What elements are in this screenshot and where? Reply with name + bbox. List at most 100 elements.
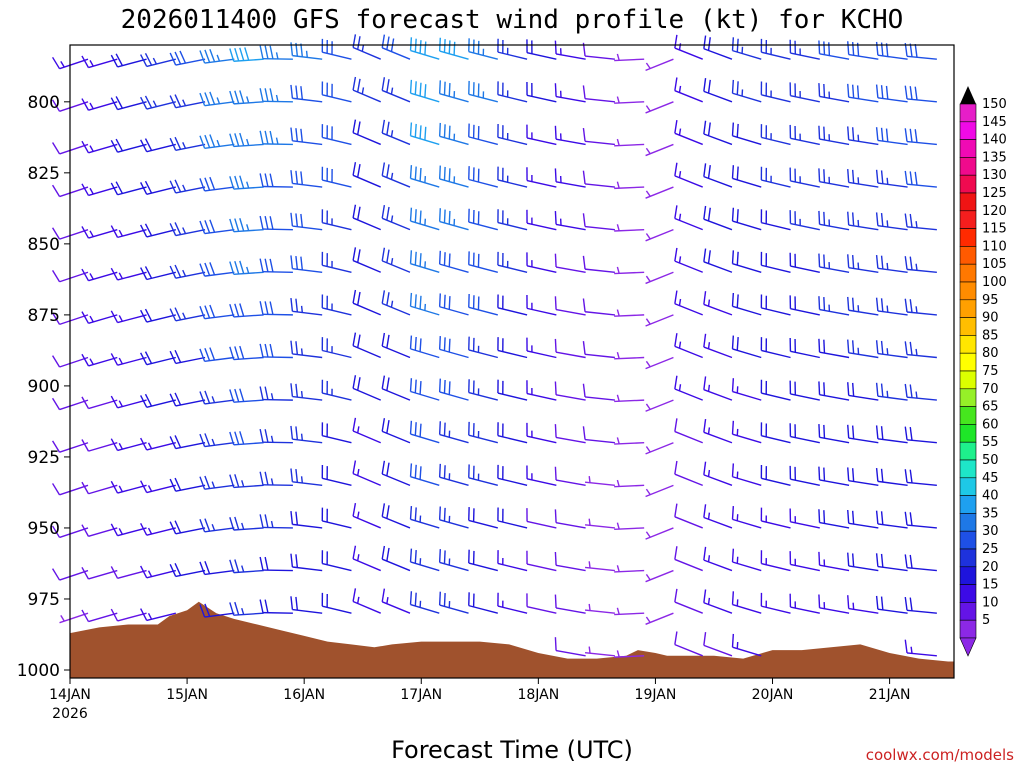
wind-barb: [438, 250, 469, 273]
colorbar-swatch: [959, 477, 977, 496]
wind-barb: [110, 566, 147, 579]
colorbar-label: 5: [982, 613, 990, 628]
wind-barb: [703, 589, 733, 614]
wind-barb: [703, 291, 733, 316]
x-axis-label: Forecast Time (UTC): [391, 736, 633, 764]
wind-barb: [875, 425, 908, 444]
wind-barb: [582, 85, 615, 103]
wind-barb: [789, 423, 820, 444]
wind-barb: [259, 556, 293, 572]
wind-barb: [290, 255, 323, 273]
wind-barb: [81, 439, 118, 452]
colorbar-swatch: [959, 441, 977, 461]
wind-barb: [760, 550, 791, 572]
colorbar-label: 10: [982, 595, 999, 610]
wind-barb: [259, 88, 293, 103]
wind-barb: [110, 96, 147, 111]
wind-barb: [229, 218, 264, 233]
wind-barb: [847, 552, 879, 572]
colorbar-swatch: [959, 548, 977, 568]
wind-barb: [674, 418, 703, 444]
wind-barb: [731, 506, 762, 529]
wind-barb: [584, 646, 615, 657]
wind-barb: [51, 227, 89, 240]
wind-barb: [110, 480, 147, 494]
wind-barb: [409, 591, 440, 614]
wind-barb: [290, 383, 323, 401]
wind-barb: [468, 80, 498, 103]
wind-barb: [674, 333, 703, 359]
wind-barb: [229, 345, 264, 361]
wind-barb: [259, 301, 293, 316]
wind-barb: [259, 258, 293, 273]
x-axis: 14JAN 2026 15JAN 16JAN 17JAN 18JAN 19JAN 20JAN 2…: [49, 678, 910, 722]
wind-barb: [110, 53, 147, 68]
wind-barb: [582, 127, 615, 146]
wind-barb: [321, 337, 352, 359]
wind-barb: [409, 165, 440, 188]
colorbar-swatch: [959, 210, 977, 229]
wind-barb: [321, 38, 352, 60]
wind-barb: [731, 79, 762, 103]
colorbar-label: 150: [982, 97, 1007, 112]
wind-barb: [614, 522, 645, 530]
colorbar-label: 125: [982, 186, 1007, 201]
wind-barb: [199, 219, 235, 235]
terrain-area: [70, 601, 954, 678]
wind-barb: [818, 210, 850, 231]
wind-barb: [847, 169, 879, 188]
wind-barb: [438, 378, 469, 401]
wind-barb: [438, 37, 469, 60]
wind-barb: [229, 474, 264, 489]
wind-barb: [760, 337, 791, 359]
wind-barb: [904, 554, 937, 572]
wind-barb: [259, 45, 293, 60]
wind-barb: [140, 522, 176, 536]
wind-barb: [110, 138, 147, 153]
wind-barb: [381, 290, 411, 316]
wind-barb: [290, 84, 323, 103]
wind-barb: [875, 84, 908, 103]
wind-barb: [847, 467, 879, 487]
wind-barb: [582, 383, 615, 401]
wind-barb: [526, 209, 557, 231]
wind-barb: [468, 251, 498, 273]
wind-barb: [140, 608, 176, 622]
wind-barb: [645, 527, 674, 540]
wind-barb: [321, 81, 352, 103]
colorbar-swatch: [959, 281, 977, 301]
wind-barb: [526, 337, 557, 359]
wind-barb: [352, 76, 381, 103]
wind-barb: [199, 262, 235, 277]
wind-barb: [259, 428, 293, 444]
y-tick-label: 950: [28, 519, 60, 539]
wind-barb: [904, 639, 937, 657]
wind-barb: [81, 98, 118, 111]
wind-barb: [614, 650, 645, 658]
wind-barb: [674, 546, 703, 572]
wind-barb: [169, 222, 206, 237]
colorbar-swatch: [959, 424, 977, 443]
wind-barb: [497, 81, 528, 103]
colorbar-swatch: [959, 317, 977, 336]
wind-barb: [497, 294, 528, 316]
wind-barb: [526, 252, 557, 273]
wind-barb: [229, 431, 264, 446]
wind-barb: [352, 247, 381, 273]
colorbar-label: 80: [982, 346, 999, 361]
wind-barb: [497, 166, 528, 188]
wind-barb: [818, 551, 850, 572]
wind-barb: [321, 507, 352, 529]
wind-barb: [875, 553, 908, 572]
wind-barb: [818, 594, 850, 614]
wind-barb: [904, 469, 937, 487]
wind-barb: [875, 212, 908, 231]
wind-barb: [352, 375, 381, 401]
wind-barb: [229, 303, 264, 318]
wind-barb: [81, 268, 118, 282]
wind-barb: [847, 424, 879, 444]
x-tick-sublabel: 2026: [52, 706, 88, 722]
wind-barb: [674, 631, 703, 657]
wind-barb: [381, 34, 411, 60]
wind-barb: [789, 167, 820, 188]
